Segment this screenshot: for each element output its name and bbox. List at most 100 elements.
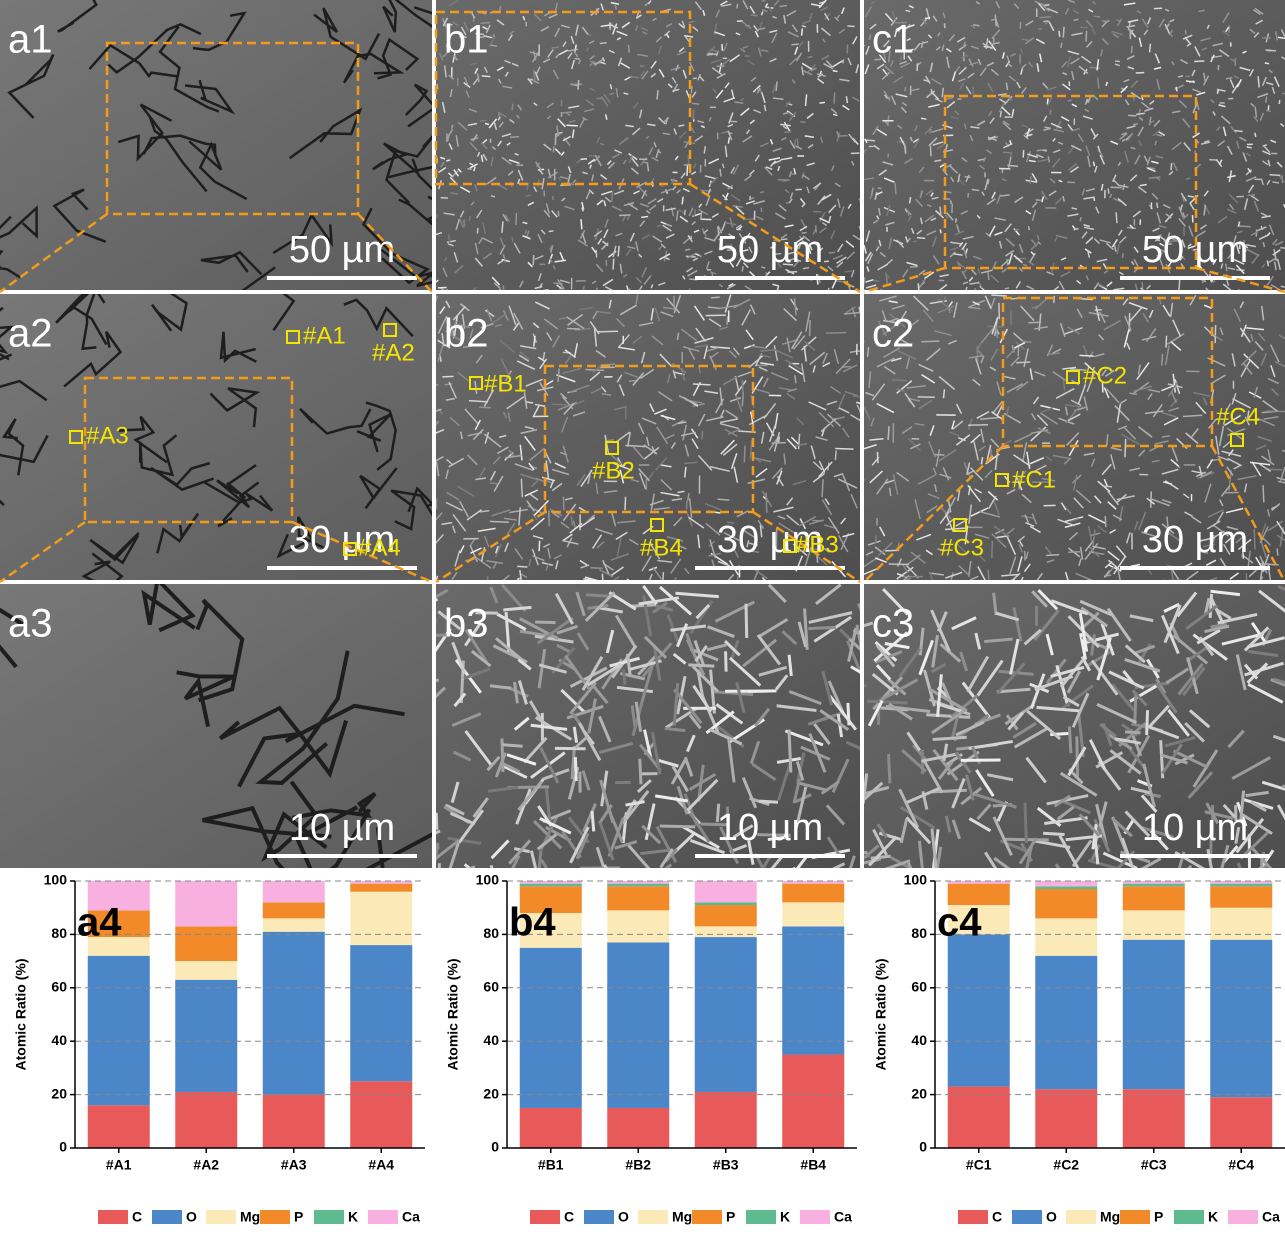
y-tick-label: 40 xyxy=(911,1032,927,1048)
flake xyxy=(1103,21,1109,22)
flake xyxy=(917,238,925,239)
flake xyxy=(1265,63,1269,64)
flake xyxy=(834,92,835,103)
flake xyxy=(562,112,572,113)
spot-label: #B1 xyxy=(484,370,527,397)
flake xyxy=(1122,253,1123,258)
flake xyxy=(1090,67,1101,68)
flake xyxy=(889,564,909,565)
flake xyxy=(950,200,951,204)
flake xyxy=(629,45,630,53)
legend-label: C xyxy=(132,1209,142,1225)
flake xyxy=(641,216,648,217)
x-tick-label: #C1 xyxy=(966,1157,992,1173)
flake xyxy=(921,118,927,119)
flake xyxy=(619,215,630,216)
x-tick-label: #C3 xyxy=(1141,1157,1167,1173)
y-tick-label: 100 xyxy=(44,872,68,888)
flake xyxy=(1234,131,1242,132)
flake xyxy=(701,211,702,220)
panel-label: a2 xyxy=(8,312,53,356)
flake xyxy=(1162,354,1163,366)
panel-label: c3 xyxy=(872,602,914,646)
flake xyxy=(693,109,694,119)
flake xyxy=(618,246,619,257)
y-tick-label: 60 xyxy=(911,979,927,995)
bar-segment xyxy=(520,884,582,887)
flake xyxy=(685,210,686,215)
bar-segment xyxy=(607,884,669,887)
flake xyxy=(759,801,778,802)
flake xyxy=(685,249,690,250)
bar-segment xyxy=(263,881,325,902)
legend-label: O xyxy=(618,1209,629,1225)
legend-label: P xyxy=(726,1209,735,1225)
legend-label: Ca xyxy=(1262,1209,1280,1225)
flake xyxy=(1059,31,1060,37)
y-tick-label: 80 xyxy=(483,925,499,941)
flake xyxy=(968,425,988,426)
flake xyxy=(1016,362,1030,363)
flake xyxy=(551,47,559,48)
flake xyxy=(1281,286,1285,287)
panel-label: c1 xyxy=(872,18,914,62)
legend-label: O xyxy=(186,1209,197,1225)
flake xyxy=(1125,439,1126,457)
flake xyxy=(726,651,727,671)
flake xyxy=(1255,133,1256,137)
flake xyxy=(728,137,729,143)
flake xyxy=(446,160,450,161)
flake xyxy=(918,283,919,293)
flake xyxy=(600,43,607,44)
flake xyxy=(693,78,697,79)
flake xyxy=(1147,710,1148,735)
flake xyxy=(1025,803,1026,844)
bar-segment xyxy=(1035,881,1097,886)
flake xyxy=(875,535,876,544)
flake xyxy=(807,57,812,58)
flake xyxy=(906,10,911,11)
flake xyxy=(795,375,796,383)
legend-swatch xyxy=(692,1210,722,1224)
flake xyxy=(575,757,576,781)
flake xyxy=(956,218,957,223)
bar-segment xyxy=(1210,940,1272,1098)
panel-label: a3 xyxy=(8,602,53,646)
flake xyxy=(1185,30,1186,35)
flake xyxy=(482,76,491,77)
flake xyxy=(720,169,721,177)
flake xyxy=(917,63,918,71)
flake xyxy=(973,25,979,26)
flake xyxy=(1125,732,1140,733)
flake xyxy=(910,197,911,203)
flake xyxy=(910,266,918,267)
flake xyxy=(512,237,513,242)
flake xyxy=(434,867,475,884)
sem-image xyxy=(0,0,452,330)
flake xyxy=(870,34,871,40)
bar-segment xyxy=(350,1081,412,1148)
legend-label: P xyxy=(294,1209,303,1225)
flake xyxy=(940,229,941,233)
flake xyxy=(682,197,683,205)
scale-bar-label: 30 µm xyxy=(1142,519,1248,561)
bar-segment xyxy=(782,1055,844,1148)
flake xyxy=(1068,100,1073,101)
flake xyxy=(878,188,882,189)
flake xyxy=(1069,726,1071,753)
flake xyxy=(485,123,489,124)
legend-swatch xyxy=(1120,1210,1150,1224)
flake xyxy=(657,90,658,99)
flake xyxy=(533,255,534,265)
flake xyxy=(444,384,452,385)
bar-segment xyxy=(175,926,237,961)
flake xyxy=(1094,16,1100,17)
bar-segment xyxy=(175,961,237,980)
flake xyxy=(1239,226,1251,227)
flake xyxy=(1086,31,1087,42)
y-tick-label: 0 xyxy=(491,1139,499,1155)
bar-segment xyxy=(782,902,844,926)
flake xyxy=(1093,162,1094,167)
bar-segment xyxy=(607,942,669,1108)
spot-label: #C3 xyxy=(940,534,984,561)
